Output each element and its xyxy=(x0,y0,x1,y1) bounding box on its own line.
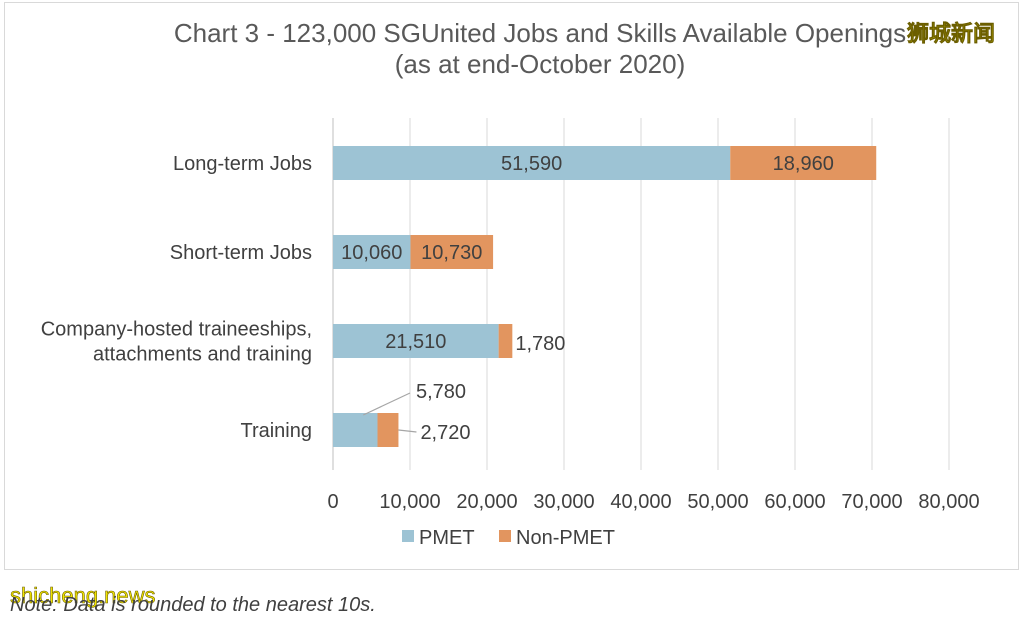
leader-line xyxy=(362,392,411,416)
data-label-pmet: 5,780 xyxy=(416,381,466,403)
data-label-non-pmet: 18,960 xyxy=(773,153,834,175)
watermark: 狮城新闻 shicheng.news xyxy=(10,21,996,609)
category-label: Long-term Jobs xyxy=(173,153,312,175)
data-label-non-pmet: 1,780 xyxy=(515,333,565,355)
legend-label: Non-PMET xyxy=(516,527,615,549)
x-tick-label: 80,000 xyxy=(918,491,979,513)
x-tick-label: 40,000 xyxy=(610,491,671,513)
bar-non-pmet xyxy=(410,235,494,269)
bar-pmet xyxy=(333,235,411,269)
x-tick-label: 60,000 xyxy=(764,491,825,513)
legend-label: PMET xyxy=(419,527,475,549)
x-tick-label: 10,000 xyxy=(379,491,440,513)
bar-pmet xyxy=(333,324,499,358)
x-axis-ticks: 0 10,000 20,000 30,000 40,000 50,000 60,000 70,… xyxy=(327,491,979,513)
bar-non-pmet xyxy=(498,324,513,358)
category-labels: Long-term Jobs Short-term Jobs Company-hos… xyxy=(41,153,312,442)
category-label: attachments and training xyxy=(93,344,312,366)
watermark-bottom-left: shicheng.news xyxy=(10,583,156,608)
legend: PMET Non-PMET xyxy=(402,527,615,549)
x-tick-label: 0 xyxy=(327,491,338,513)
watermark-top-right: 狮城新闻 xyxy=(907,21,995,46)
bar-pmet xyxy=(333,413,378,447)
bars: 51,590 18,960 10,060 10,730 21,510 1,780 5,780… xyxy=(333,146,877,447)
category-label: Training xyxy=(240,420,312,442)
x-tick-label: 30,000 xyxy=(533,491,594,513)
data-label-pmet: 51,590 xyxy=(501,153,562,175)
bar-non-pmet xyxy=(377,413,399,447)
legend-swatch xyxy=(402,530,414,542)
chart-title-line: (as at end-October 2020) xyxy=(395,49,686,79)
bar-non-pmet xyxy=(730,146,877,180)
x-tick-label: 70,000 xyxy=(841,491,902,513)
category-label: Company-hosted traineeships, xyxy=(41,319,312,341)
chart-title: Chart 3 - 123,000 SGUnited Jobs and Skil… xyxy=(174,18,906,79)
category-label: Short-term Jobs xyxy=(170,242,312,264)
x-tick-label: 20,000 xyxy=(456,491,517,513)
chart-title-line: Chart 3 - 123,000 SGUnited Jobs and Skil… xyxy=(174,18,906,48)
x-tick-label: 50,000 xyxy=(687,491,748,513)
data-label-non-pmet: 10,730 xyxy=(421,242,482,264)
data-label-pmet: 21,510 xyxy=(385,331,446,353)
data-label-non-pmet: 2,720 xyxy=(420,422,470,444)
leader-line xyxy=(398,429,417,433)
legend-swatch xyxy=(499,530,511,542)
footnote: Note: Data is rounded to the nearest 10s… xyxy=(10,594,376,616)
bar-pmet xyxy=(333,146,731,180)
chart-frame xyxy=(4,2,1019,570)
data-label-pmet: 10,060 xyxy=(341,242,402,264)
